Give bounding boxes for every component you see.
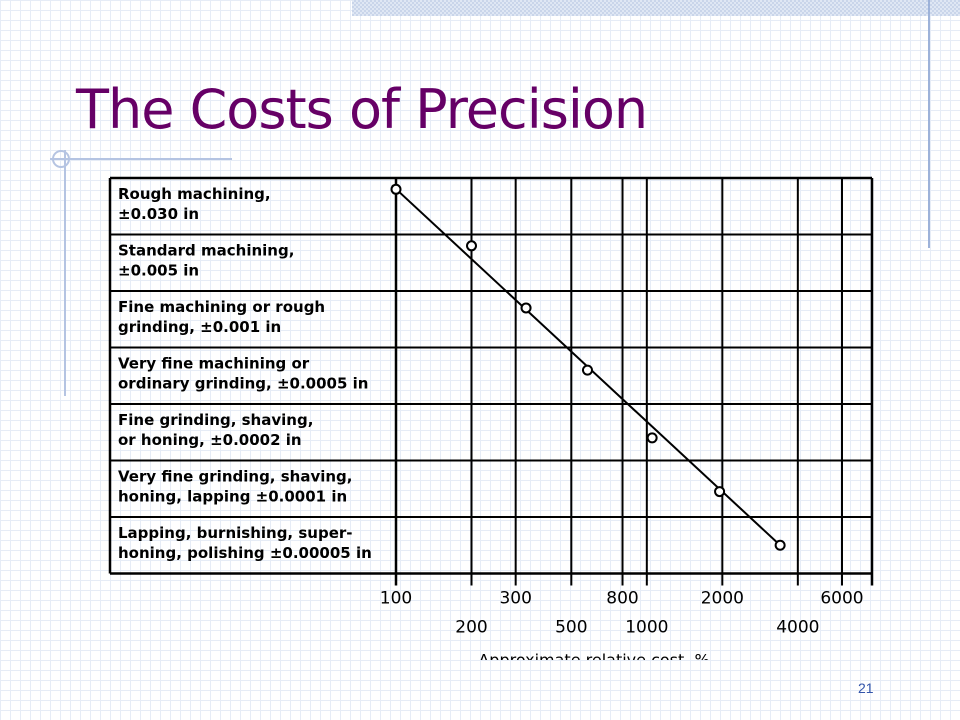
page-number: 21 <box>858 680 874 696</box>
x-axis-title: Approximate relative cost, % <box>478 651 709 661</box>
row-label: ±0.030 in <box>118 205 199 223</box>
row-label: or honing, ±0.0002 in <box>118 431 302 449</box>
row-label: grinding, ±0.001 in <box>118 318 281 336</box>
x-tick-label: 500 <box>555 618 587 638</box>
x-tick-label: 100 <box>380 589 412 609</box>
x-tick-label: 1000 <box>625 618 668 638</box>
data-point <box>466 240 478 252</box>
row-label: Very fine machining or <box>118 355 310 373</box>
data-point <box>390 183 402 195</box>
precision-cost-chart: Rough machining, ±0.030 in Standard machin… <box>108 176 874 661</box>
row-label: Rough machining, <box>118 185 271 203</box>
data-point <box>714 486 726 498</box>
title-underline <box>50 158 232 160</box>
row-label: honing, polishing ±0.00005 in <box>118 544 372 562</box>
row-label: Fine grinding, shaving, <box>118 411 313 429</box>
row-label: ordinary grinding, ±0.0005 in <box>118 375 368 393</box>
slide-title: The Costs of Precision <box>76 78 648 141</box>
data-point <box>774 539 786 551</box>
row-label: ±0.005 in <box>118 262 199 280</box>
x-tick-label: 2000 <box>701 589 744 609</box>
x-tick-label: 6000 <box>820 589 863 609</box>
x-tick-label: 200 <box>455 618 487 638</box>
x-tick-label: 300 <box>499 589 531 609</box>
row-label: Very fine grinding, shaving, <box>118 468 353 486</box>
data-point <box>581 364 593 376</box>
x-tick-label: 800 <box>606 589 638 609</box>
x-tick-label: 4000 <box>776 618 819 638</box>
row-label: Fine machining or rough <box>118 298 325 316</box>
row-label: Standard machining, <box>118 242 294 260</box>
right-decorative-line <box>928 0 930 248</box>
data-point <box>520 302 532 314</box>
decorative-circle <box>52 150 70 168</box>
row-label: Lapping, burnishing, super- <box>118 524 353 542</box>
top-decorative-band <box>352 0 960 16</box>
left-decorative-line <box>64 150 66 396</box>
row-label: honing, lapping ±0.0001 in <box>118 488 347 506</box>
data-point <box>646 432 658 444</box>
